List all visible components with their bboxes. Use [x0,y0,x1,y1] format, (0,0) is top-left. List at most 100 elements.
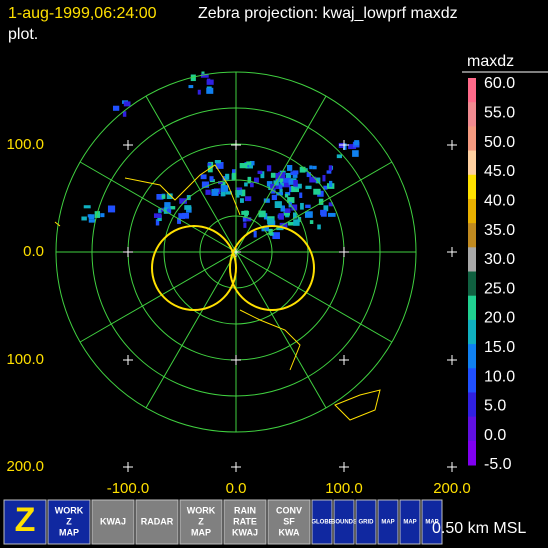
radar-echo [164,202,171,209]
icon-label[interactable]: RADAR [141,516,174,526]
icon-label[interactable]: GRID [359,520,375,526]
icon-button[interactable] [179,499,223,545]
radar-echo [309,176,317,183]
radar-echo [205,189,211,195]
icon-label[interactable]: MAP [403,520,416,526]
coastline [54,221,61,227]
icon-button[interactable] [355,499,377,545]
icon-label[interactable]: RAIN [234,505,256,515]
icon-label[interactable]: KWA [279,527,300,537]
plot-title: Zebra projection: kwaj_lowprf maxdz [198,5,458,22]
colorbar-swatch [468,319,476,345]
toolbar-icon[interactable]: MAP [421,499,443,545]
radar-echo [258,210,266,218]
icon-label[interactable]: GLOBE [311,520,332,526]
icon-label[interactable]: MAP [59,527,79,537]
icon-button[interactable] [267,499,311,545]
radar-echo [166,193,173,200]
radar-echo [293,212,297,219]
radar-echo [272,232,280,240]
icon-button[interactable] [223,499,267,545]
icon-button[interactable] [47,499,91,545]
toolbar-icon[interactable]: MAP [399,499,421,545]
radar-echo [276,192,283,196]
coastline [334,389,381,421]
toolbar-icon[interactable]: BOUNDS [331,499,357,545]
icon-label[interactable]: BOUNDS [331,520,357,526]
radar-echo [322,175,326,182]
radar-echo [239,198,244,203]
icon-label[interactable]: WORK [55,505,84,515]
icon-label[interactable]: Z [198,516,204,526]
radar-echo [190,74,196,82]
icon-button[interactable] [421,499,443,545]
colorbar-label: 55.0 [484,105,515,122]
icon-label[interactable]: MAP [191,527,211,537]
toolbar-icon[interactable]: GRID [355,499,377,545]
toolbar-icon[interactable]: RADAR [135,499,179,545]
radar-echo [312,165,317,170]
radar-echo [323,205,329,212]
icon-button[interactable] [135,499,179,545]
radar-echo [299,192,303,198]
range-overlay [151,225,237,311]
icon-label[interactable]: RATE [233,516,257,526]
radar-echo [83,205,91,209]
colorbar-label: -5.0 [484,456,512,473]
colorbar-swatch [468,368,476,393]
radar-echo [184,205,192,210]
icon-button[interactable] [399,499,421,545]
radar-echo [329,180,333,188]
radar-plot: 100.0 0.0 100.0 200.0 -100.0 0.0 100.0 200.0 [6,71,471,497]
icon-label[interactable]: CONV [276,505,302,515]
colorbar-label: 35.0 [484,222,515,239]
colorbar-swatch [468,416,476,442]
radar-echo [284,193,289,198]
radar-echo [313,188,321,195]
icon-label[interactable]: MAP [425,520,438,526]
radar-echo [279,176,286,183]
toolbar-icon[interactable]: MAP [377,499,399,545]
radar-echo [290,171,297,175]
icon-label[interactable]: KWAJ [232,527,258,537]
icon-button[interactable] [3,499,47,545]
radar-echo [266,165,272,172]
icon-button[interactable] [91,499,135,545]
icon-label[interactable]: SF [283,516,295,526]
icon-button[interactable] [377,499,399,545]
radar-echo [288,179,295,185]
icon-label[interactable]: MAP [381,520,394,526]
radar-echo [246,161,252,166]
radar-echo [270,183,275,191]
icon-button[interactable] [311,499,333,545]
radar-echo [315,177,321,184]
radar-echo [278,172,286,179]
radar-echo [209,176,214,181]
colorbar-swatch [468,223,476,248]
icon-label[interactable]: Z [66,516,72,526]
radar-echo [200,174,207,180]
radar-echo [275,173,279,180]
icon-label[interactable]: Z [15,501,36,539]
radar-echo [207,162,212,167]
radar-echo [235,187,243,192]
radial-line [235,251,393,343]
radar-echo [285,192,291,196]
radial-line [79,161,237,253]
radar-echo [287,165,293,171]
radar-echo [244,210,249,217]
icon-label[interactable]: WORK [187,505,216,515]
icon-label[interactable]: KWAJ [100,516,126,526]
toolbar-icon[interactable]: GLOBE [311,499,333,545]
radar-echo [112,105,120,111]
icon-button[interactable] [333,499,355,545]
toolbar-icon[interactable]: KWAJ [91,499,135,545]
radar-echo [206,79,214,85]
toolbar-icon[interactable]: Z [3,499,47,545]
